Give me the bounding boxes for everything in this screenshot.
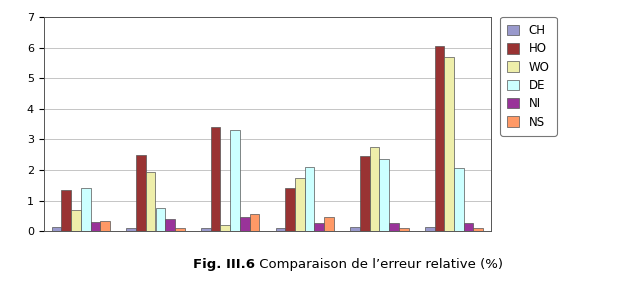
Bar bbox=[305, 167, 315, 231]
Bar bbox=[52, 227, 62, 231]
Bar bbox=[444, 57, 454, 231]
Bar bbox=[81, 188, 91, 231]
Bar bbox=[71, 210, 81, 231]
Bar bbox=[201, 228, 211, 231]
Bar bbox=[126, 228, 136, 231]
Bar bbox=[464, 223, 473, 231]
Bar bbox=[276, 228, 285, 231]
Bar bbox=[220, 225, 230, 231]
Bar bbox=[379, 159, 389, 231]
Bar bbox=[389, 223, 399, 231]
Bar bbox=[425, 227, 435, 231]
Bar bbox=[350, 227, 360, 231]
Bar bbox=[399, 228, 409, 231]
Bar bbox=[91, 222, 100, 231]
Bar bbox=[156, 208, 165, 231]
Bar bbox=[435, 46, 444, 231]
Bar bbox=[146, 171, 156, 231]
Bar bbox=[165, 219, 175, 231]
Bar bbox=[454, 168, 464, 231]
Bar bbox=[100, 221, 110, 231]
Bar bbox=[360, 156, 369, 231]
Bar bbox=[230, 130, 240, 231]
Bar bbox=[240, 217, 249, 231]
Bar bbox=[285, 188, 295, 231]
Bar bbox=[211, 127, 220, 231]
Bar bbox=[249, 214, 259, 231]
Bar bbox=[295, 178, 305, 231]
Legend: CH, HO, WO, DE, NI, NS: CH, HO, WO, DE, NI, NS bbox=[500, 17, 557, 136]
Bar bbox=[175, 228, 185, 231]
Text: Comparaison de l’erreur relative (%): Comparaison de l’erreur relative (%) bbox=[255, 258, 503, 271]
Bar bbox=[473, 228, 483, 231]
Bar bbox=[315, 223, 324, 231]
Text: Fig. III.6: Fig. III.6 bbox=[193, 258, 255, 271]
Bar bbox=[136, 155, 146, 231]
Bar bbox=[324, 217, 334, 231]
Bar bbox=[62, 190, 71, 231]
Bar bbox=[369, 147, 379, 231]
